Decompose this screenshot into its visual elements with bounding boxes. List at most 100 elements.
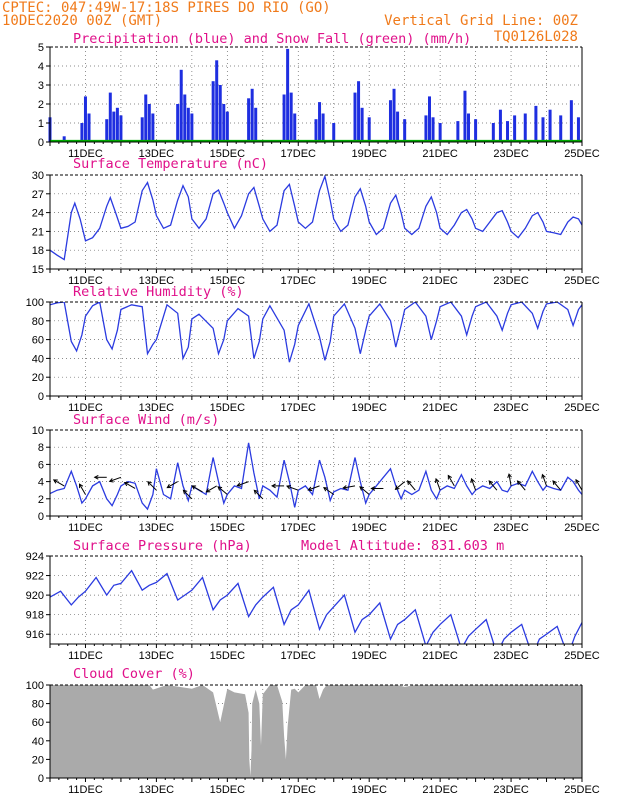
temperature-ytick-label: 27 (32, 189, 44, 201)
cloud-ytick-label: 20 (32, 754, 44, 766)
wind-arrow (359, 486, 370, 495)
wind-arrow-head (182, 489, 188, 495)
precip-bar (218, 85, 222, 142)
cloud-xtick-label: 25DEC (564, 784, 600, 796)
wind-xtick-label: 21DEC (422, 522, 458, 534)
wind-xtick-label: 19DEC (351, 522, 387, 534)
precip-bar (474, 119, 478, 142)
precip-bar (282, 94, 286, 142)
wind-arrow-head (286, 485, 291, 490)
humidity-ytick-label: 0 (38, 391, 44, 403)
cloud-xtick-label: 19DEC (351, 784, 387, 796)
precip-bar (222, 104, 226, 142)
pressure-ytick-label: 918 (26, 610, 44, 622)
precip-bar (360, 107, 364, 142)
pressure-xtick-label: 11DEC (68, 650, 103, 662)
precip-bar (392, 88, 396, 142)
precip-bar (424, 115, 428, 142)
cloud-ytick-label: 0 (38, 773, 44, 785)
pressure-panel: 916 918 920 922 924 11DEC 13DEC 15DEC 17DEC 19DEC… (26, 538, 600, 662)
cloud-xtick-label: 17DEC (281, 784, 317, 796)
temperature-xtick-label: 21DEC (422, 275, 458, 287)
precip-bar (115, 107, 119, 142)
wind-xtick-label: 11DEC (68, 522, 103, 534)
humidity-xtick-label: 23DEC (493, 402, 529, 414)
humidity-xtick-label: 13DEC (139, 402, 175, 414)
wind-arrow-head (307, 486, 313, 492)
humidity-xtick-label: 19DEC (351, 402, 387, 414)
wind-arrow-head (191, 485, 197, 490)
wind-arrow-head (166, 483, 172, 489)
wind-arrow-shaft (323, 487, 335, 495)
wind-arrow-head (516, 480, 522, 486)
wind-arrow-head (447, 474, 452, 480)
temperature-xtick-label: 19DEC (351, 275, 387, 287)
precip-bar (215, 60, 219, 142)
precip-bar (211, 81, 215, 142)
wind-xtick-label: 17DEC (281, 522, 317, 534)
wind-arrow (323, 486, 335, 495)
precip-bar (183, 94, 187, 142)
wind-arrow-head (342, 485, 348, 490)
cloud-area (50, 685, 582, 778)
precip-xtick-label: 21DEC (422, 148, 458, 160)
precip-ytick-label: 0 (38, 137, 44, 149)
wind-ytick-label: 2 (38, 494, 44, 506)
precip-xtick-label: 15DEC (210, 148, 246, 160)
wind-ytick-label: 8 (38, 442, 44, 454)
precip-bar (247, 98, 251, 142)
precip-bar (105, 119, 109, 142)
wind-arrow-shaft (253, 489, 264, 500)
precip-ytick-label: 4 (38, 61, 44, 73)
wind-arrow-shaft (407, 480, 416, 491)
precip-bar (456, 121, 460, 142)
precip-xtick-label: 11DEC (68, 148, 103, 160)
pressure-annotation: Model Altitude: 831.603 m (301, 538, 504, 554)
wind-arrow-shaft (308, 485, 320, 491)
wind-arrow-head (394, 485, 400, 490)
wind-arrow (575, 478, 583, 491)
wind-arrow-shaft (435, 478, 441, 491)
precip-bar (151, 113, 155, 142)
wind-arrow-shaft (541, 474, 548, 487)
wind-arrow (166, 481, 178, 489)
wind-arrow-head (205, 488, 211, 493)
precip-bar (427, 96, 431, 142)
temperature-panel: 15 18 21 24 27 30 11DEC 13DEC 15DEC 17DEC 19DEC 21D… (32, 156, 600, 287)
precip-bar (559, 115, 563, 142)
temperature-ytick-label: 21 (32, 226, 44, 238)
wind-arrow-shaft (395, 481, 405, 490)
pressure-xtick-label: 21DEC (422, 650, 458, 662)
wind-ytick-label: 10 (32, 425, 44, 437)
wind-arrow-shaft (488, 480, 498, 491)
pressure-xtick-label: 17DEC (281, 650, 317, 662)
precip-bar (140, 117, 144, 142)
cloud-ytick-label: 100 (26, 680, 44, 692)
precip-bar (83, 96, 87, 142)
precip-bar (286, 48, 290, 142)
precip-bar (548, 109, 552, 142)
humidity-ytick-label: 60 (32, 335, 44, 347)
precip-bar (176, 104, 180, 142)
wind-arrow (108, 476, 122, 483)
precip-title: Precipitation (blue) and Snow Fall (gree… (73, 31, 471, 47)
wind-arrow (253, 489, 264, 500)
precip-ytick-label: 1 (38, 118, 44, 130)
pressure-line (50, 569, 582, 644)
precip-bar (431, 117, 435, 142)
wind-arrow (394, 481, 405, 490)
precip-bar (179, 69, 183, 142)
wind-arrow-head (93, 474, 99, 480)
wind-arrow (236, 481, 249, 487)
precip-bar (87, 113, 91, 142)
humidity-ytick-label: 20 (32, 372, 44, 384)
cloud-xtick-label: 23DEC (493, 784, 529, 796)
pressure-ytick-label: 920 (26, 590, 44, 602)
cloud-ytick-label: 60 (32, 717, 44, 729)
precip-bar (254, 107, 258, 142)
wind-arrow-shaft (237, 481, 249, 487)
wind-arrow-shaft (53, 479, 65, 487)
wind-arrow-head (359, 486, 365, 491)
precip-bar (250, 88, 254, 142)
